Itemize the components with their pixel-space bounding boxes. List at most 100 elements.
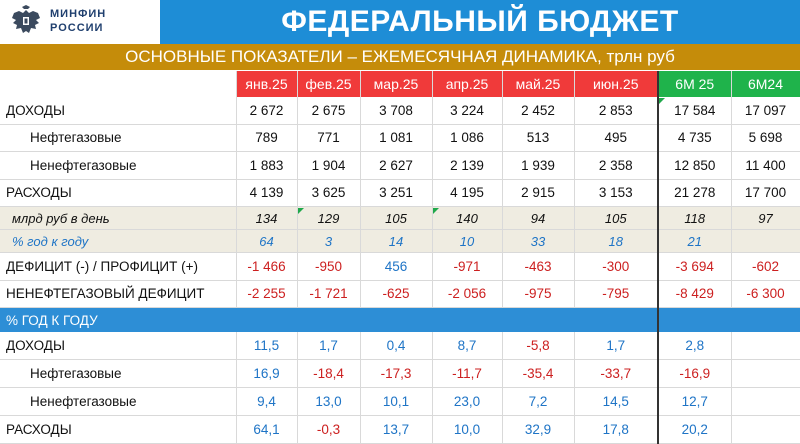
column-header-mar: мар.25 [360,71,433,97]
value-cell: -5,8 [502,332,575,360]
row-label: РАСХОДЫ [0,415,237,444]
value-cell: 23,0 [432,387,503,416]
value-cell: -2 255 [236,280,298,308]
value-cell: 134 [236,206,298,230]
value-cell: 13,0 [297,387,361,416]
value-cell: 140 [432,206,503,230]
value-cell: 129 [297,206,361,230]
value-cell: -1 721 [297,280,361,308]
value-cell: -950 [297,252,361,281]
row-label: ДЕФИЦИТ (-) / ПРОФИЦИТ (+) [0,252,237,281]
value-cell: 1 939 [502,151,575,180]
table-row: ДОХОДЫ 2 672 2 675 3 708 3 224 2 452 2 853 17 5… [0,97,800,125]
value-cell: 2 139 [432,151,503,180]
value-cell: 7,2 [502,387,575,416]
value-cell: 2 452 [502,97,575,125]
value-cell: 3 625 [297,179,361,207]
value-cell [731,387,800,416]
value-cell: 4 195 [432,179,503,207]
row-label: Ненефтегазовые [0,151,237,180]
column-header-6m25: 6М 25 [657,71,732,97]
row-label: % год к году [0,229,237,253]
value-cell: 10,1 [360,387,433,416]
value-cell [731,415,800,444]
page-title: ФЕДЕРАЛЬНЫЙ БЮДЖЕТ [281,5,679,38]
comment-marker-icon [298,207,304,214]
column-header-row: янв.25 фев.25 мар.25 апр.25 май.25 июн.2… [0,71,800,97]
table-row: ДОХОДЫ 11,5 1,7 0,4 8,7 -5,8 1,7 2,8 [0,332,800,360]
value-cell: -2 056 [432,280,503,308]
table-row: РАСХОДЫ 4 139 3 625 3 251 4 195 2 915 3 153 21 … [0,179,800,207]
column-header-may: май.25 [502,71,575,97]
subtitle: ОСНОВНЫЕ ПОКАЗАТЕЛИ – ЕЖЕМЕСЯЧНАЯ ДИНАМИ… [0,44,800,70]
row-label: Ненефтегазовые [0,387,237,416]
value-cell: 32,9 [502,415,575,444]
value-cell: -33,7 [574,359,659,388]
table-row: % год к году 64 3 14 10 33 18 21 [0,229,800,253]
table-row: Ненефтегазовые 9,4 13,0 10,1 23,0 7,2 14,5 12,7 [0,387,800,416]
value-cell: 2,8 [657,332,732,360]
value-cell: 2 627 [360,151,433,180]
value-cell: 789 [236,124,298,152]
value-cell: -625 [360,280,433,308]
value-cell: 11 400 [731,151,800,180]
row-label: Нефтегазовые [0,359,237,388]
value-cell: 64 [236,229,298,253]
value-cell: 771 [297,124,361,152]
value-cell: 3 153 [574,179,659,207]
value-cell: 2 672 [236,97,298,125]
value-cell: -35,4 [502,359,575,388]
value-cell: -971 [432,252,503,281]
value-cell: 10 [432,229,503,253]
value-cell: 4 735 [657,124,732,152]
value-cell: -16,9 [657,359,732,388]
table-row: млрд руб в день 134 129 105 140 94 105 118 97 [0,206,800,230]
value-cell: -8 429 [657,280,732,308]
value-cell: 97 [731,206,800,230]
value-cell: 14 [360,229,433,253]
value-cell: 13,7 [360,415,433,444]
value-cell: -975 [502,280,575,308]
value-cell: 1,7 [297,332,361,360]
logo-text: МИНФИН РОССИИ [50,7,106,35]
value-cell: 9,4 [236,387,298,416]
double-headed-eagle-icon [12,5,40,33]
table-row: Ненефтегазовые 1 883 1 904 2 627 2 139 1 939 2… [0,151,800,180]
section-fill [657,307,731,332]
value-cell: -602 [731,252,800,281]
value-cell: 12,7 [657,387,732,416]
value-cell: 118 [657,206,732,230]
section-row: % ГОД К ГОДУ [0,307,800,332]
value-cell: -18,4 [297,359,361,388]
value-cell: 64,1 [236,415,298,444]
value-cell: 17 700 [731,179,800,207]
value-cell: 18 [574,229,659,253]
value-cell: 94 [502,206,575,230]
value-cell: 16,9 [236,359,298,388]
value-cell: 1 883 [236,151,298,180]
value-cell: 17 584 [657,97,732,125]
value-cell: 12 850 [657,151,732,180]
value-cell: -11,7 [432,359,503,388]
table-row: РАСХОДЫ 64,1 -0,3 13,7 10,0 32,9 17,8 20,2 [0,415,800,444]
value-cell [731,359,800,388]
value-cell: 3 [297,229,361,253]
value-cell: 14,5 [574,387,659,416]
value-cell: 1 086 [432,124,503,152]
header-blank [0,71,237,97]
column-header-feb: фев.25 [297,71,361,97]
value-cell: 2 358 [574,151,659,180]
value-cell: 105 [574,206,659,230]
value-cell: 5 698 [731,124,800,152]
value-cell: -463 [502,252,575,281]
table-row: Нефтегазовые 16,9 -18,4 -17,3 -11,7 -35,4 -33,… [0,359,800,388]
value-cell: 20,2 [657,415,732,444]
value-cell: 10,0 [432,415,503,444]
table-row: Нефтегазовые 789 771 1 081 1 086 513 495 4 735 5… [0,124,800,152]
value-cell: 21 [657,229,732,253]
value-cell: 8,7 [432,332,503,360]
value-cell: -1 466 [236,252,298,281]
value-cell: 2 675 [297,97,361,125]
column-header-apr: апр.25 [432,71,503,97]
logo: МИНФИН РОССИИ [0,0,160,44]
